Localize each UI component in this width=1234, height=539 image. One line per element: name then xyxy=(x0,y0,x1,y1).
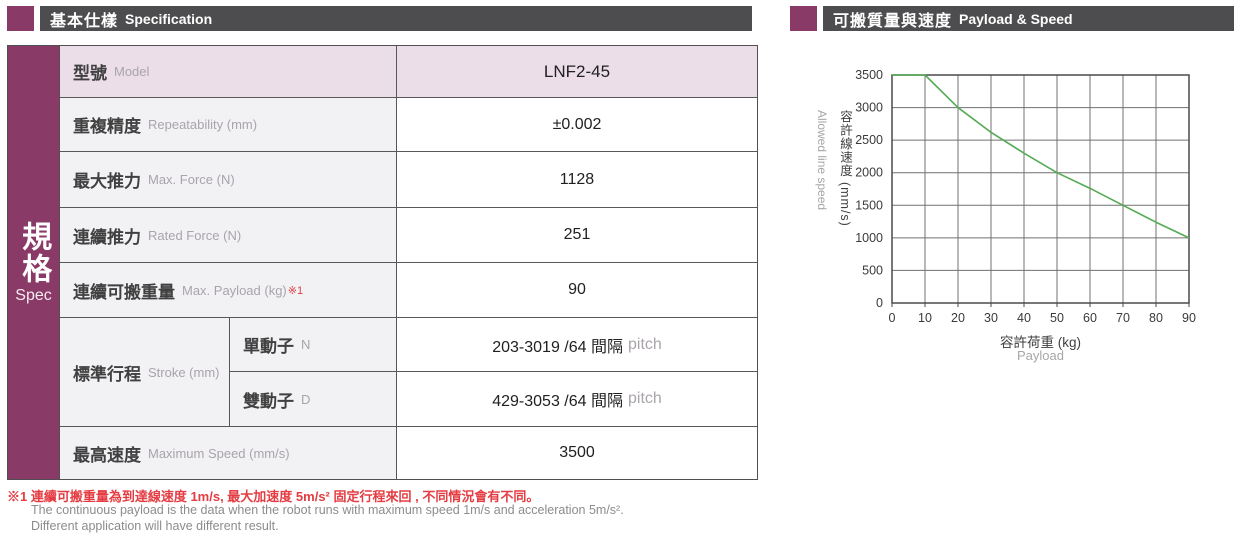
svg-text:20: 20 xyxy=(951,311,965,325)
sidebar-label-zh: 規格 xyxy=(17,220,51,285)
row-rated-force-label: 連續推力 Rated Force (N) xyxy=(60,208,397,263)
payload-section-header: 可搬質量與速度 Payload & Speed xyxy=(790,6,1234,31)
footnote-zh: ※1 連續可搬重量為到達線速度 1m/s, 最大加速度 5m/s² 固定行程來回… xyxy=(7,489,540,504)
spec-table: 規格 Spec 型號 Model LNF2-45 重複精度 Repeatabil… xyxy=(7,45,758,480)
payload-header-bar: 可搬質量與速度 Payload & Speed xyxy=(823,6,1234,31)
x-axis-title-zh: 容許荷重 (kg) xyxy=(1000,335,1081,350)
svg-text:50: 50 xyxy=(1050,311,1064,325)
row-max-payload-label: 連續可搬重量 Max. Payload (kg) ※1 xyxy=(60,263,397,318)
svg-text:500: 500 xyxy=(862,263,883,277)
spec-grid: 型號 Model LNF2-45 重複精度 Repeatability (mm)… xyxy=(60,46,757,479)
payload-speed-chart: 0 10 20 30 40 50 60 70 80 90 0 500 1000 1500 2000 2500 3… xyxy=(800,48,1234,368)
row-stroke-double-value: 429-3053 /64 間隔 pitch xyxy=(397,372,757,427)
row-stroke-double-label: 雙動子 D xyxy=(230,372,397,427)
svg-text:3500: 3500 xyxy=(855,68,883,82)
row-repeatability-value: ±0.002 xyxy=(397,98,757,152)
payload-header-title-zh: 可搬質量與速度 xyxy=(833,12,953,30)
svg-text:2000: 2000 xyxy=(855,166,883,180)
svg-text:80: 80 xyxy=(1149,311,1163,325)
row-stroke-single-label: 單動子 N xyxy=(230,318,397,372)
svg-text:70: 70 xyxy=(1116,311,1130,325)
row-model-value: LNF2-45 xyxy=(397,46,757,98)
row-stroke-single-value: 203-3019 /64 間隔 pitch xyxy=(397,318,757,372)
row-max-force-label: 最大推力 Max. Force (N) xyxy=(60,152,397,208)
row-max-speed-label: 最高速度 Maximum Speed (mm/s) xyxy=(60,427,397,479)
y-axis-title-zh: 容許線速度 (mm/s) xyxy=(838,110,852,227)
svg-text:1000: 1000 xyxy=(855,231,883,245)
row-stroke-label: 標準行程 Stroke (mm) xyxy=(60,318,230,427)
row-max-payload-value: 90 xyxy=(397,263,757,318)
svg-text:1500: 1500 xyxy=(855,198,883,212)
svg-text:10: 10 xyxy=(918,311,932,325)
row-model-label: 型號 Model xyxy=(60,46,397,98)
svg-text:90: 90 xyxy=(1182,311,1196,325)
sidebar-label-en: Spec xyxy=(15,286,52,304)
spec-header-title-zh: 基本仕樣 xyxy=(50,12,119,30)
y-axis-title-en: Allowed line speed xyxy=(815,110,829,211)
svg-text:2500: 2500 xyxy=(855,133,883,147)
svg-text:30: 30 xyxy=(984,311,998,325)
svg-text:0: 0 xyxy=(876,296,883,310)
footnote-en-line2: Different application will have differen… xyxy=(31,519,279,533)
spec-section-header: 基本仕樣 Specification xyxy=(7,6,752,31)
footnote-reference: ※1 xyxy=(287,284,304,297)
header-accent-square xyxy=(7,6,34,31)
svg-text:40: 40 xyxy=(1017,311,1031,325)
row-max-force-value: 1128 xyxy=(397,152,757,208)
row-max-speed-value: 3500 xyxy=(397,427,757,479)
svg-text:0: 0 xyxy=(889,311,896,325)
row-rated-force-value: 251 xyxy=(397,208,757,263)
header-accent-square xyxy=(790,6,817,31)
x-axis-title-en: Payload xyxy=(1017,348,1064,363)
chart-plot-area: 0 10 20 30 40 50 60 70 80 90 0 500 1000 1500 2000 2500 3… xyxy=(855,68,1196,325)
footnote-en-line1: The continuous payload is the data when … xyxy=(31,503,624,517)
spec-header-bar: 基本仕樣 Specification xyxy=(40,6,752,31)
payload-header-title-en: Payload & Speed xyxy=(959,10,1073,27)
row-repeatability-label: 重複精度 Repeatability (mm) xyxy=(60,98,397,152)
svg-text:3000: 3000 xyxy=(855,101,883,115)
spec-sidebar: 規格 Spec xyxy=(8,46,60,479)
spec-header-title-en: Specification xyxy=(125,10,213,27)
svg-text:60: 60 xyxy=(1083,311,1097,325)
